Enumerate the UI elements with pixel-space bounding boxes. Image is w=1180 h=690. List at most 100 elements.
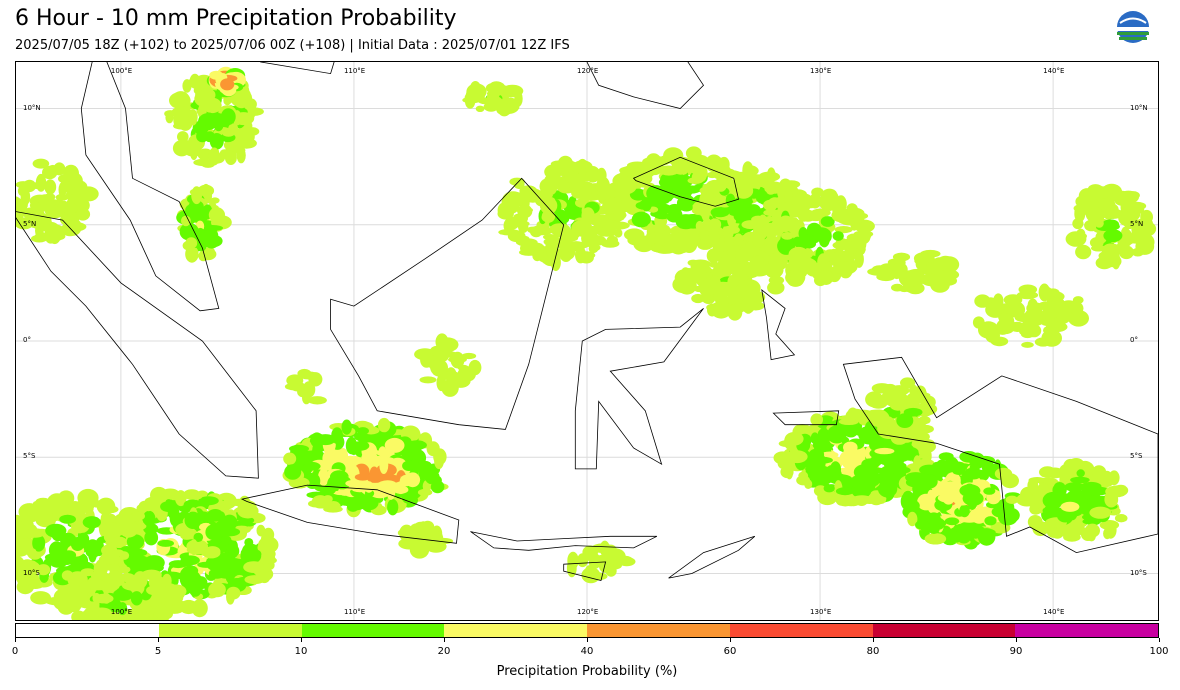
landmass-outline — [470, 531, 658, 551]
precip-cell — [1084, 523, 1100, 538]
precip-cell — [48, 541, 65, 560]
precip-cell — [461, 352, 477, 360]
precip-cell — [485, 82, 503, 94]
precip-cell — [16, 204, 20, 217]
latitude-label: 5°N — [23, 219, 37, 228]
colorbar-label: Precipitation Probability (%) — [496, 664, 678, 679]
page-subtitle: 2025/07/05 18Z (+102) to 2025/07/06 00Z … — [15, 38, 570, 53]
precip-cell — [713, 287, 728, 305]
precip-cell — [959, 504, 970, 518]
precip-cell — [568, 182, 585, 189]
precip-cell — [564, 170, 578, 183]
precip-cell — [369, 466, 379, 482]
precip-cell — [1009, 301, 1026, 318]
precip-cell — [71, 610, 86, 620]
landmass-outline — [842, 356, 1158, 554]
precip-cell — [853, 464, 875, 480]
precip-cell — [20, 197, 28, 211]
precip-cell — [687, 259, 699, 266]
precip-cell — [533, 224, 550, 233]
precip-cell — [985, 328, 1000, 343]
precip-cell — [918, 440, 930, 459]
precip-cell — [226, 586, 241, 600]
precip-cell — [1021, 341, 1034, 348]
precip-cell — [16, 181, 31, 189]
precip-cell — [86, 579, 106, 590]
precip-cell — [727, 304, 743, 321]
precip-cell — [16, 522, 28, 541]
colorbar-tick-mark — [1016, 638, 1017, 642]
precip-cell — [668, 148, 684, 163]
precip-cell — [1042, 491, 1064, 509]
precip-cell — [220, 108, 236, 126]
precip-cell — [805, 211, 826, 222]
precip-cell — [235, 128, 244, 142]
precip-cell — [672, 159, 690, 175]
precip-cell — [915, 477, 934, 490]
precip-cell — [854, 250, 864, 268]
precip-cell — [182, 79, 192, 93]
precip-cell — [937, 255, 954, 269]
precip-cell — [708, 218, 722, 231]
precip-cell — [222, 130, 235, 137]
precip-cell — [714, 177, 728, 192]
precip-cell — [708, 228, 720, 245]
precip-cell — [183, 489, 201, 500]
precip-cell — [185, 204, 195, 217]
precip-cell — [835, 487, 855, 496]
landmass-outline — [80, 62, 220, 312]
precip-cell — [1091, 465, 1107, 479]
precip-cell — [788, 246, 809, 263]
precip-cell — [709, 160, 718, 169]
precip-cell — [596, 167, 607, 183]
precip-cell — [659, 155, 669, 162]
precip-cell — [208, 568, 226, 579]
longitude-label: 120°E — [577, 67, 599, 75]
precip-cell — [166, 584, 187, 599]
colorbar-tick-mark — [587, 638, 588, 642]
colorbar-segment — [729, 624, 873, 637]
precip-cell — [230, 558, 249, 575]
precip-cell — [606, 235, 618, 245]
precip-cell — [315, 434, 336, 446]
landmass-outline — [632, 156, 739, 207]
precip-cell — [742, 264, 758, 276]
precip-cell — [1054, 304, 1075, 314]
precip-cell — [244, 127, 260, 136]
precip-cell — [178, 138, 191, 156]
precip-cell — [441, 379, 459, 397]
precip-cell — [820, 229, 832, 244]
precip-cell — [604, 548, 626, 565]
precip-cell — [578, 252, 594, 264]
precip-cell — [307, 396, 327, 405]
precip-cell — [656, 197, 670, 205]
precip-cell — [941, 488, 958, 495]
precip-cell — [993, 293, 1004, 309]
precip-cell — [660, 184, 674, 191]
precip-cell — [16, 550, 28, 557]
precip-cell — [31, 234, 48, 243]
precip-cell — [725, 193, 736, 207]
precip-cell — [1028, 477, 1046, 484]
precip-cell — [677, 268, 700, 286]
precip-cell — [171, 106, 192, 119]
colorbar-segment — [872, 624, 1016, 637]
colorbar-tick-label: 40 — [580, 646, 594, 657]
precip-cell — [69, 173, 83, 189]
precip-cell — [44, 179, 57, 195]
precip-cell — [246, 546, 256, 559]
precip-cell — [896, 413, 914, 428]
precip-cell — [92, 607, 112, 617]
colorbar-tick-label: 10 — [294, 646, 308, 657]
precip-cell — [823, 484, 835, 493]
colorbar-tick-label: 5 — [154, 646, 162, 657]
precip-cell — [702, 295, 715, 305]
precip-cell — [876, 415, 895, 429]
precip-cell — [810, 432, 820, 445]
precip-cell — [62, 202, 78, 215]
precip-cell — [1063, 532, 1081, 542]
precip-cell — [907, 511, 918, 527]
colorbar-tick-label: 80 — [866, 646, 880, 657]
colorbar-tick-label: 60 — [723, 646, 737, 657]
precip-cell — [429, 360, 446, 371]
